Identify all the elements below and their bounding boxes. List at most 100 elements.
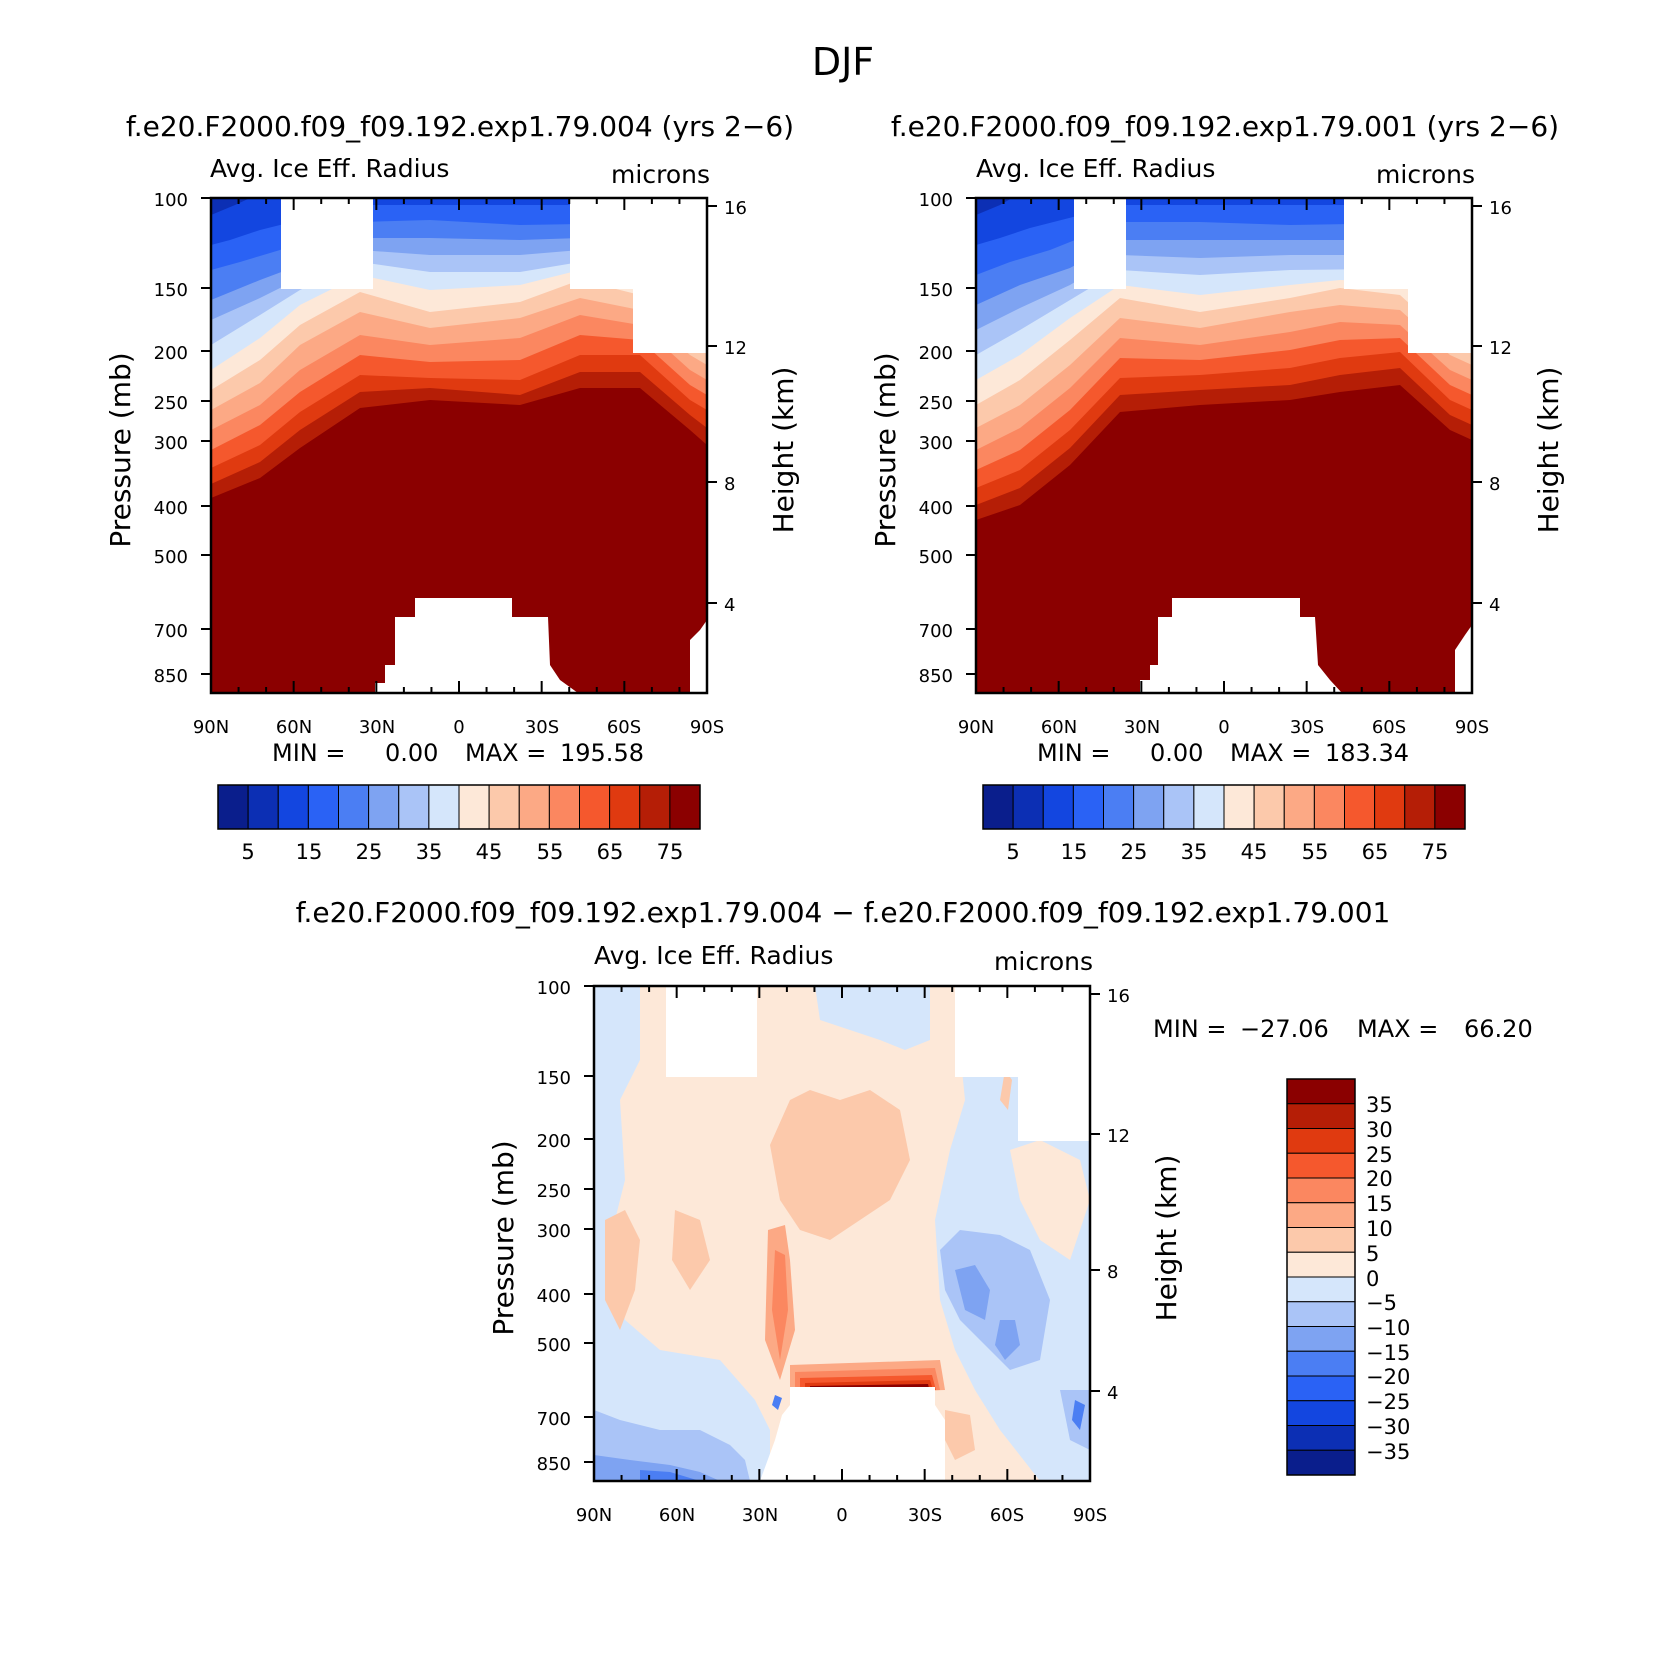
units-label: microns [611,160,710,189]
colorbar-swatch [1286,1375,1356,1402]
colorbar-label: 65 [1362,840,1389,864]
negative-left-deepest [640,1470,700,1481]
colorbar-label: −25 [1366,1390,1410,1414]
colorbar-swatch [1286,1350,1356,1377]
y-ticks-right: 16 12 8 4 [724,198,747,616]
colorbar-label: 35 [1366,1093,1393,1117]
y-tick-label: 100 [537,978,571,999]
colorbar-label: 25 [356,840,383,864]
y-tick-label: 250 [154,393,188,414]
height-tick-label: 8 [724,474,735,495]
max-value: 183.34 [1325,739,1409,767]
height-tick-label: 12 [1489,338,1512,359]
x-tick-label: 0 [836,1505,847,1526]
colorbar-label: 35 [1181,840,1208,864]
y-tick-label: 400 [537,1286,571,1307]
missing-topo [1140,598,1342,693]
min-label: MIN = [1153,1015,1226,1043]
x-tick-label: 30S [908,1505,942,1526]
positive-mid-4 [1000,1070,1012,1110]
colorbar-swatches [217,784,701,830]
x-tick-label: 30N [1124,717,1160,738]
colorbar-swatch [1072,784,1104,830]
negative-right-deep [995,1320,1020,1360]
panel-title: f.e20.F2000.f09_f09.192.exp1.79.004 − f.… [296,896,1391,929]
y-tick-label: 500 [537,1335,571,1356]
min-label: MIN = [1037,739,1110,767]
colorbar-swatch [338,784,370,830]
max-value: 195.58 [560,739,644,767]
y-tick-label: 250 [919,393,953,414]
y-tick-label: 400 [154,498,188,519]
colorbar-swatch [982,784,1014,830]
missing-topo-2 [690,620,707,693]
colorbar-label: 65 [597,840,624,864]
colorbar-label: 15 [1061,840,1088,864]
variable-label: Avg. Ice Eff. Radius [976,154,1215,183]
y-ticks-right: 16 12 8 4 [1107,986,1130,1404]
min-value: −27.06 [1240,1015,1329,1043]
panel-top-left: f.e20.F2000.f09_f09.192.exp1.79.004 (yrs… [104,110,800,864]
colorbar-swatch [1283,784,1315,830]
missing-2 [1344,198,1472,289]
colorbar-label: 45 [476,840,503,864]
colorbar-swatch [1374,784,1406,830]
min-value: 0.00 [1150,739,1203,767]
y-tick-label: 100 [919,190,953,211]
colorbar-swatch [1434,784,1466,830]
colorbar-swatch [247,784,279,830]
negative-right-mid [940,1230,1050,1370]
colorbar-swatch [1344,784,1376,830]
missing-3 [1408,289,1472,353]
y-ticks-left: 100 150 200 250 300 400 500 700 850 [154,190,188,687]
colorbar-swatch [1286,1326,1356,1352]
colorbar-labels: 5 15 25 35 45 55 65 75 [241,840,683,864]
colorbar-label: 0 [1366,1267,1379,1291]
plot-area [211,198,707,693]
y-tick-label: 300 [154,433,188,454]
colorbar-label: −30 [1366,1415,1410,1439]
y-tick-label: 150 [154,280,188,301]
y-tick-label: 850 [537,1454,571,1475]
colorbar-swatch [669,784,701,830]
colorbar-label: 5 [241,840,254,864]
y-ticks-left: 100 150 200 250 300 400 500 700 850 [919,190,953,687]
colorbar-swatch [1286,1202,1356,1228]
colorbar-swatch [1286,1251,1356,1278]
height-tick-label: 12 [724,338,747,359]
height-tick-label: 16 [724,198,747,219]
positive-mid-1 [770,1090,910,1240]
y-axis-label: Pressure (mb) [869,352,902,547]
height-tick-label: 8 [1107,1262,1118,1283]
y-tick-label: 200 [537,1131,571,1152]
colorbar: 5 15 25 35 45 55 65 75 [217,784,701,864]
colorbar-label: 25 [1366,1143,1393,1167]
max-label: MAX = [1357,1015,1438,1043]
colorbar-label: 5 [1006,840,1019,864]
panel-top-right: f.e20.F2000.f09_f09.192.exp1.79.001 (yrs… [869,110,1565,864]
missing-topo [760,1387,945,1481]
variable-label: Avg. Ice Eff. Radius [210,154,449,183]
positive-mid-3 [672,1210,710,1290]
panel-title: f.e20.F2000.f09_f09.192.exp1.79.004 (yrs… [126,110,794,143]
missing-3 [1018,1077,1090,1141]
y-ticks-right: 16 12 8 4 [1489,198,1512,616]
positive-right-patch [1010,1140,1090,1260]
x-tick-label: 60S [1372,717,1406,738]
y-axis-label: Pressure (mb) [104,352,137,547]
y-tick-label: 850 [154,666,188,687]
colorbar-label: 75 [657,840,684,864]
colorbar-swatch [518,784,550,830]
figure-title: DJF [812,40,874,84]
missing-2 [955,986,1090,1077]
y-tick-label: 300 [537,1221,571,1242]
colorbar-swatch [1042,784,1074,830]
y-axis-label: Pressure (mb) [487,1140,520,1335]
missing-topo [375,598,578,693]
min-value: 0.00 [385,739,438,767]
height-tick-label: 16 [1107,986,1130,1007]
height-tick-label: 16 [1489,198,1512,219]
colorbar-label: 75 [1422,840,1449,864]
colorbar-frame [1286,1078,1356,1476]
